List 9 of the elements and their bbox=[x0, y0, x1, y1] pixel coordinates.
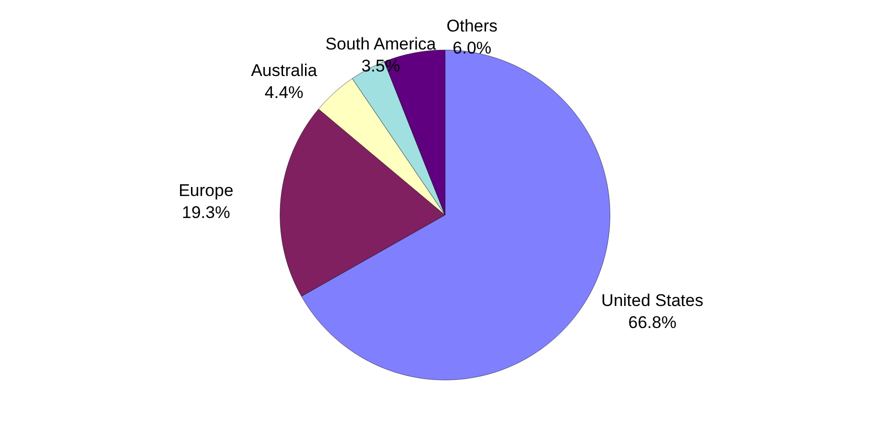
data-label: 4.4% bbox=[264, 82, 304, 102]
slice-label: South America bbox=[325, 34, 437, 54]
data-label: 6.0% bbox=[452, 38, 492, 58]
data-label: 19.3% bbox=[182, 203, 230, 222]
data-label: 66.8% bbox=[628, 313, 676, 332]
slice-label: Europe bbox=[178, 181, 234, 200]
slice-label: Others bbox=[446, 16, 498, 36]
slice-label: Australia bbox=[250, 60, 318, 80]
slice-label: United States bbox=[601, 291, 704, 310]
